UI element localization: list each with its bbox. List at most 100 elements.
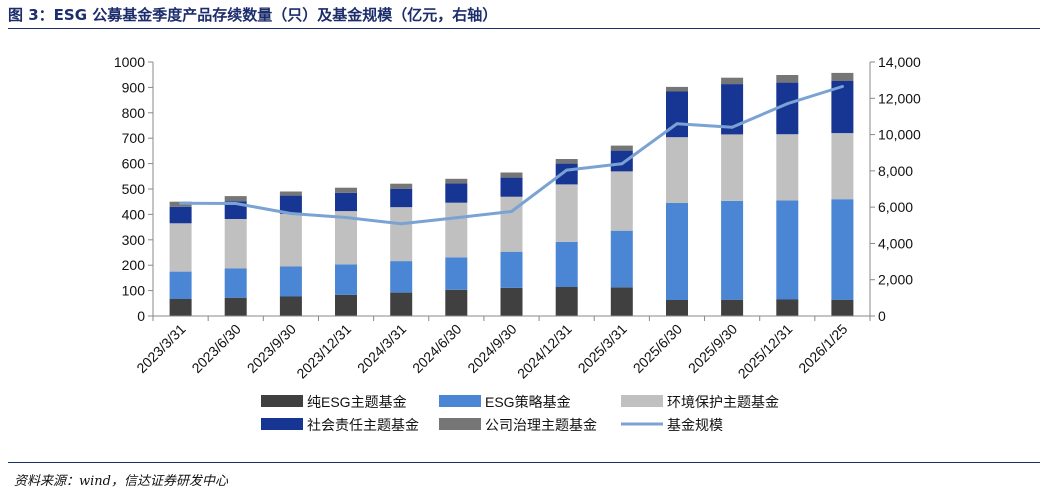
bar-segment-s0-0 <box>169 299 192 316</box>
line-point-11 <box>785 102 789 106</box>
bar-segment-s2-3 <box>335 211 357 265</box>
y-right-tick-label: 12,000 <box>878 90 921 106</box>
bar-segment-s4-9 <box>666 86 688 92</box>
legend-swatch-3 <box>261 418 303 430</box>
bar-segment-s0-8 <box>610 287 633 316</box>
legend-swatch-4 <box>439 418 481 430</box>
legend-label-2: 环境保护主题基金 <box>667 394 779 410</box>
bar-segment-s0-12 <box>831 299 854 316</box>
legend-label-0: 纯ESG主题基金 <box>307 394 407 410</box>
line-point-1 <box>234 202 238 205</box>
legend-label-3: 社会责任主题基金 <box>307 417 419 433</box>
bar-segment-s1-0 <box>169 271 192 299</box>
line-layer <box>179 85 844 226</box>
bar-segment-s0-11 <box>776 299 799 316</box>
bar-segment-s1-9 <box>666 203 688 300</box>
bar-segment-s1-4 <box>390 261 413 293</box>
y-left-tick-label: 300 <box>122 232 146 248</box>
bar-segment-s0-6 <box>500 287 523 316</box>
x-tick-label: 2024/3/31 <box>354 321 410 377</box>
bar-segment-s0-1 <box>224 297 247 316</box>
bar-segment-s1-8 <box>610 230 633 288</box>
x-tick-label: 2026/1/25 <box>795 321 851 377</box>
bar-segment-s4-8 <box>610 145 633 151</box>
x-tick-label: 2025/3/31 <box>575 321 631 377</box>
line-point-3 <box>344 216 348 219</box>
bar-segment-s0-5 <box>445 289 468 316</box>
y-right-tick-label: 10,000 <box>878 127 921 143</box>
bar-segment-s3-4 <box>390 188 413 208</box>
bar-segment-s4-4 <box>390 183 413 189</box>
bar-segment-s4-10 <box>721 77 744 84</box>
bar-segment-s1-5 <box>445 257 468 290</box>
bar-segment-s4-6 <box>500 172 523 178</box>
source-divider <box>8 462 1040 463</box>
bar-segment-s2-7 <box>555 184 578 242</box>
bar-segment-s3-3 <box>335 192 357 212</box>
line-point-5 <box>454 216 458 220</box>
line-point-8 <box>620 162 624 166</box>
bar-segment-s3-10 <box>721 84 744 135</box>
bar-segment-s3-6 <box>500 177 523 197</box>
x-tick-label: 2025/9/30 <box>685 321 741 377</box>
x-tick-label: 2025/12/31 <box>735 321 796 382</box>
bar-segment-s0-2 <box>279 296 302 316</box>
x-tick-label: 2023/12/31 <box>293 321 354 382</box>
y-left-tick-label: 800 <box>122 105 146 121</box>
line-point-9 <box>675 122 679 126</box>
bar-segment-s4-3 <box>335 187 357 193</box>
bar-segment-s2-9 <box>666 137 688 203</box>
bar-segment-s1-6 <box>500 251 523 288</box>
chart: 0 100 200 300 400 500 600 700 800 900 1000 0 2,000 4,… <box>114 54 921 433</box>
y-left-tick-label: 700 <box>122 130 146 146</box>
y-right-tick-label: 14,000 <box>878 54 921 70</box>
bar-segment-s0-7 <box>555 287 578 316</box>
x-tick-label: 2024/12/31 <box>514 321 575 382</box>
y-right-tick-label: 8,000 <box>878 163 913 179</box>
source-note: 资料来源：wind，信达证券研发中心 <box>14 474 228 489</box>
line-point-12 <box>840 85 844 88</box>
bar-segment-s2-6 <box>500 196 523 252</box>
bar-segment-s0-9 <box>666 300 688 316</box>
y-right-tick-label: 2,000 <box>878 272 913 288</box>
bar-segment-s1-1 <box>224 268 247 298</box>
bar-segment-s4-1 <box>224 196 247 202</box>
bar-segment-s3-5 <box>445 183 468 203</box>
x-tick-label: 2023/9/30 <box>244 321 300 377</box>
y-left-tick-label: 100 <box>122 283 146 299</box>
bar-segment-s1-11 <box>776 200 799 300</box>
y-left-tick-label: 600 <box>122 156 146 172</box>
figure-title: 图 3：ESG 公募基金季度产品存续数量（只）及基金规模（亿元，右轴） <box>8 6 498 24</box>
bar-segment-s3-11 <box>776 82 799 135</box>
bar-segment-s1-12 <box>831 199 854 300</box>
bar-segment-s0-3 <box>335 294 357 316</box>
line-point-2 <box>289 212 293 215</box>
bar-layer <box>169 72 854 316</box>
x-tick-label: 2023/6/30 <box>188 321 244 377</box>
bar-segment-s3-2 <box>279 195 302 214</box>
y-left-tick-label: 1000 <box>114 54 145 70</box>
x-tick-label: 2024/9/30 <box>464 321 520 377</box>
bar-segment-s1-3 <box>335 264 357 295</box>
bar-segment-s3-8 <box>610 150 633 172</box>
bar-segment-s2-1 <box>224 219 247 269</box>
bar-segment-s1-7 <box>555 241 578 287</box>
bar-segment-s0-10 <box>721 299 744 316</box>
bar-segment-s2-12 <box>831 133 854 200</box>
y-left-tick-label: 900 <box>122 79 146 95</box>
bar-segment-s2-4 <box>390 207 413 262</box>
legend-swatch-2 <box>621 395 663 407</box>
x-tick-label: 2024/6/30 <box>409 321 465 377</box>
line-point-10 <box>730 125 734 129</box>
legend-label-5: 基金规模 <box>667 417 723 433</box>
x-tick-label: 2023/3/31 <box>133 321 189 377</box>
y-right-tick-label: 6,000 <box>878 199 913 215</box>
title-divider <box>8 28 1040 29</box>
x-tick-label: 2025/6/30 <box>630 321 686 377</box>
bar-segment-s0-4 <box>390 292 413 316</box>
bar-segment-s4-2 <box>279 191 302 196</box>
line-point-6 <box>510 210 513 213</box>
line-point-7 <box>565 168 569 172</box>
bar-segment-s3-7 <box>555 163 578 185</box>
